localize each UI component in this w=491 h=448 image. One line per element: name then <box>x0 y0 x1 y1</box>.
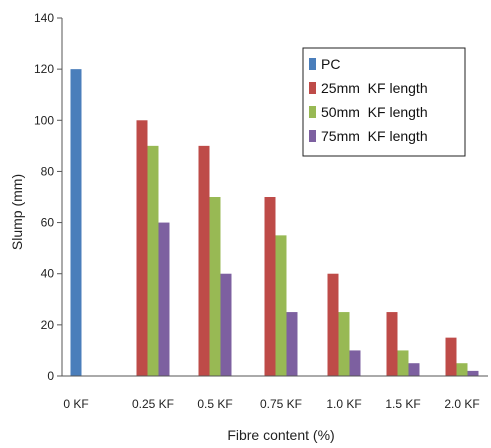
bar-25mm-kf-length-0-75-kf <box>264 197 276 376</box>
legend-label: 75mm KF length <box>321 128 428 144</box>
y-tick-label: 140 <box>34 11 54 25</box>
x-tick-label: 0.75 KF <box>260 397 302 411</box>
bar-50mm-kf-length-1-5-kf <box>397 350 409 376</box>
y-tick-label: 80 <box>41 164 55 178</box>
bar-25mm-kf-length-0-5-kf <box>198 145 210 376</box>
bar-75mm-kf-length-1-0-kf <box>349 350 361 376</box>
bar-50mm-kf-length-1-0-kf <box>338 312 350 376</box>
legend-label: PC <box>321 56 340 72</box>
x-tick-label: 1.5 KF <box>385 397 420 411</box>
bar-50mm-kf-length-2-0-kf <box>456 363 468 376</box>
bar-pc-0-kf <box>70 69 82 377</box>
bar-25mm-kf-length-1-0-kf <box>327 273 339 376</box>
bar-75mm-kf-length-0-25-kf <box>158 222 170 376</box>
bar-75mm-kf-length-0-5-kf <box>220 273 232 376</box>
legend-label: 50mm KF length <box>321 104 428 120</box>
x-axis: 0 KF 0.25 KF 0.5 KF 0.75 KF 1.0 KF 1.5 KF 2.0 … <box>62 375 488 411</box>
y-tick-label: 120 <box>34 62 54 76</box>
legend: PC 25mm KF length 50mm KF length 75mm KF le… <box>302 47 466 157</box>
bar-25mm-kf-length-0-25-kf <box>136 120 148 377</box>
legend-box <box>302 47 466 157</box>
bar-75mm-kf-length-2-0-kf <box>467 370 479 376</box>
y-axis: 0 20 40 60 80 100 120 140 <box>34 11 63 383</box>
y-axis-title: Slump (mm) <box>9 174 25 250</box>
bar-25mm-kf-length-2-0-kf <box>445 337 457 376</box>
bar-50mm-kf-length-0-25-kf <box>147 145 159 376</box>
legend-label: 25mm KF length <box>321 80 428 96</box>
plot-area <box>70 69 479 377</box>
y-tick-label: 40 <box>41 267 55 281</box>
bar-25mm-kf-length-1-5-kf <box>386 312 398 376</box>
bar-75mm-kf-length-0-75-kf <box>286 312 298 376</box>
x-tick-label: 0.5 KF <box>197 397 232 411</box>
bar-75mm-kf-length-1-5-kf <box>408 363 420 376</box>
y-tick-label: 60 <box>41 216 55 230</box>
legend-swatch <box>309 130 316 142</box>
x-tick-label: 2.0 KF <box>444 397 479 411</box>
x-tick-label: 0 KF <box>63 397 88 411</box>
x-axis-title: Fibre content (%) <box>227 427 334 443</box>
y-tick-label: 0 <box>47 369 54 383</box>
x-tick-label: 1.0 KF <box>326 397 361 411</box>
bar-50mm-kf-length-0-75-kf <box>275 235 287 376</box>
x-tick-label: 0.25 KF <box>132 397 174 411</box>
legend-swatch <box>309 58 316 70</box>
legend-swatch <box>309 82 316 94</box>
y-tick-label: 20 <box>41 318 55 332</box>
bar-50mm-kf-length-0-5-kf <box>209 197 221 376</box>
legend-swatch <box>309 106 316 118</box>
y-tick-label: 100 <box>34 113 54 127</box>
